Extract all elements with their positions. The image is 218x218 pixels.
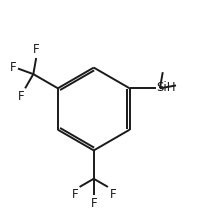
Text: F: F — [90, 197, 97, 210]
Text: F: F — [33, 43, 40, 56]
Text: SiH: SiH — [157, 81, 176, 94]
Text: F: F — [72, 188, 78, 201]
Text: F: F — [18, 90, 24, 103]
Text: F: F — [109, 188, 116, 201]
Text: F: F — [10, 61, 16, 74]
